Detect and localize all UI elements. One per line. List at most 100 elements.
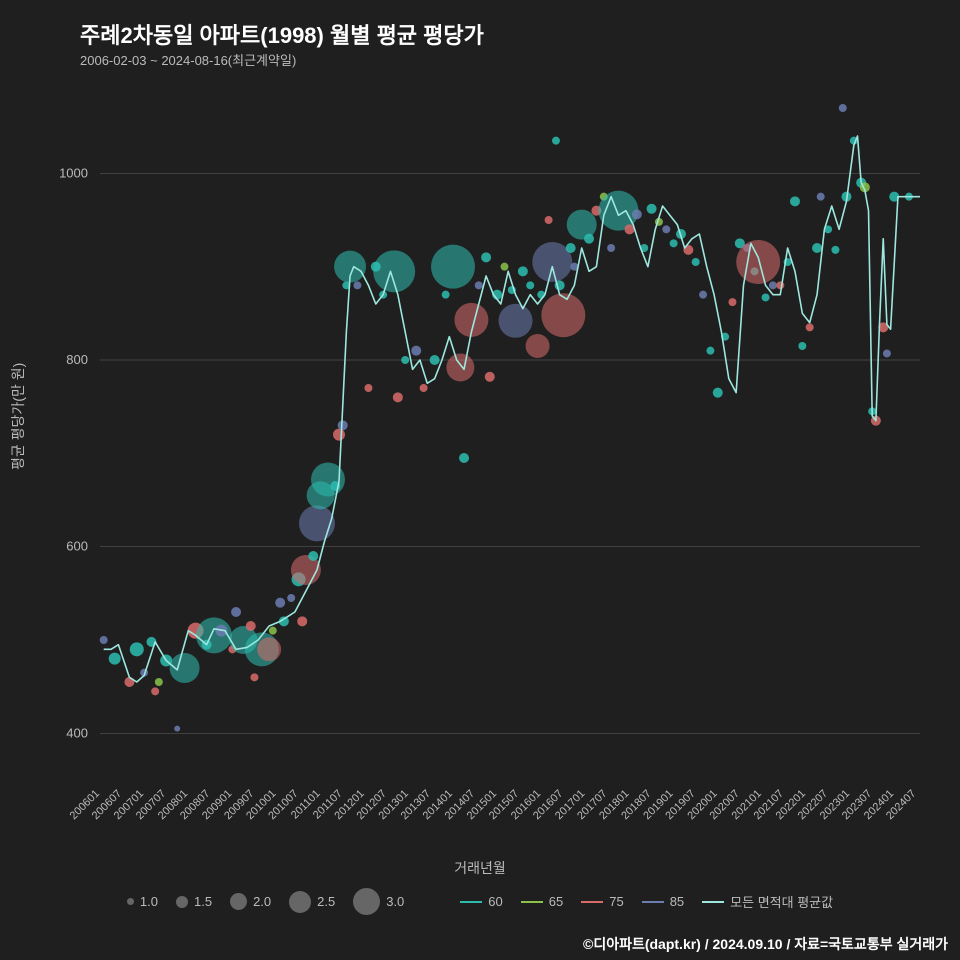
data-bubble [246, 621, 256, 631]
data-bubble [541, 293, 585, 337]
legend-color-swatch [642, 901, 664, 903]
data-bubble [566, 243, 576, 253]
legend-size-bubble [127, 898, 134, 905]
legend-color-label: 75 [609, 894, 623, 909]
data-bubble [817, 193, 825, 201]
data-bubble [130, 642, 144, 656]
data-bubble [584, 234, 594, 244]
chart-title: 주례2차동일 아파트(1998) 월별 평균 평당가 [80, 18, 484, 50]
data-bubble [883, 349, 891, 357]
data-bubble [798, 342, 806, 350]
data-bubble [545, 216, 553, 224]
legend-color-item: 60 [460, 894, 502, 909]
legend-size-label: 1.5 [194, 894, 212, 909]
legend-color-swatch [521, 901, 543, 903]
legend-size-bubble [230, 893, 247, 910]
legend-size-item: 1.5 [176, 894, 212, 909]
plot-area: 4006008001000200601200607200701200707200… [100, 80, 920, 780]
legend-color-label: 60 [488, 894, 502, 909]
data-bubble [762, 293, 770, 301]
data-bubble [459, 453, 469, 463]
legend-color-label: 모든 면적대 평균값 [730, 892, 833, 911]
y-tick-label: 400 [66, 725, 88, 740]
data-bubble [728, 298, 736, 306]
data-bubble [308, 551, 318, 561]
data-bubble [364, 384, 372, 392]
data-bubble [151, 687, 159, 695]
data-bubble [124, 677, 134, 687]
legend-size-label: 3.0 [386, 894, 404, 909]
legend-size-bubble [353, 888, 380, 915]
data-bubble [250, 673, 258, 681]
data-bubble [670, 239, 678, 247]
data-bubble [812, 243, 822, 253]
data-bubble [632, 209, 642, 219]
y-tick-label: 800 [66, 352, 88, 367]
data-bubble [393, 392, 403, 402]
data-bubble [231, 607, 241, 617]
data-bubble [699, 291, 707, 299]
data-bubble [692, 258, 700, 266]
data-bubble [662, 225, 670, 233]
data-bubble [297, 616, 307, 626]
data-bubble [446, 353, 474, 381]
legend-size-item: 2.0 [230, 893, 271, 910]
data-bubble [776, 281, 784, 289]
data-bubble [526, 334, 550, 358]
data-bubble [790, 196, 800, 206]
legend-size-label: 2.5 [317, 894, 335, 909]
data-bubble [269, 627, 277, 635]
legend-color-swatch [581, 901, 603, 903]
data-bubble [174, 726, 180, 732]
data-bubble [373, 250, 415, 292]
data-bubble [485, 372, 495, 382]
legend-size-label: 2.0 [253, 894, 271, 909]
legend-size-label: 1.0 [140, 894, 158, 909]
legend-size-bubble [289, 891, 311, 913]
legend-color-item: 85 [642, 894, 684, 909]
legend-color-label: 85 [670, 894, 684, 909]
legend-color-item: 모든 면적대 평균값 [702, 892, 833, 911]
data-bubble [109, 653, 121, 665]
data-bubble [275, 598, 285, 608]
footer-credit: ©디아파트(dapt.kr) / 2024.09.10 / 자료=국토교통부 실… [583, 934, 948, 954]
legend-color-item: 65 [521, 894, 563, 909]
legend-color-item: 75 [581, 894, 623, 909]
legend-size-bubble [176, 896, 188, 908]
data-bubble [420, 384, 428, 392]
data-bubble [100, 636, 108, 644]
data-bubble [500, 263, 508, 271]
chart-subtitle: 2006-02-03 ~ 2024-08-16(최근계약일) [80, 50, 296, 69]
legend-size-item: 1.0 [127, 894, 158, 909]
data-bubble [333, 429, 345, 441]
plot-svg: 4006008001000200601200607200701200707200… [40, 80, 940, 870]
data-bubble [442, 291, 450, 299]
data-bubble [287, 594, 295, 602]
data-bubble [411, 346, 421, 356]
legend-color-swatch [702, 901, 724, 903]
x-axis-label: 거래년월 [0, 858, 960, 878]
y-tick-label: 600 [66, 539, 88, 554]
data-bubble [607, 244, 615, 252]
data-bubble [518, 266, 528, 276]
data-bubble [736, 240, 780, 284]
data-bubble [806, 323, 814, 331]
data-bubble [499, 304, 533, 338]
data-bubble [430, 355, 440, 365]
data-bubble [257, 637, 281, 661]
data-bubble [706, 347, 714, 355]
data-bubble [769, 281, 777, 289]
y-tick-label: 1000 [59, 165, 88, 180]
y-axis-label: 평균 평당가(만 원) [8, 363, 28, 470]
data-bubble [431, 245, 475, 289]
data-bubble [839, 104, 847, 112]
data-bubble [401, 356, 409, 364]
chart-container: 주례2차동일 아파트(1998) 월별 평균 평당가 2006-02-03 ~ … [0, 0, 960, 960]
data-bubble [713, 388, 723, 398]
data-bubble [196, 617, 232, 653]
avg-line [104, 136, 920, 682]
data-bubble [481, 252, 491, 262]
data-bubble [353, 281, 361, 289]
data-bubble [475, 281, 483, 289]
data-bubble [831, 246, 839, 254]
